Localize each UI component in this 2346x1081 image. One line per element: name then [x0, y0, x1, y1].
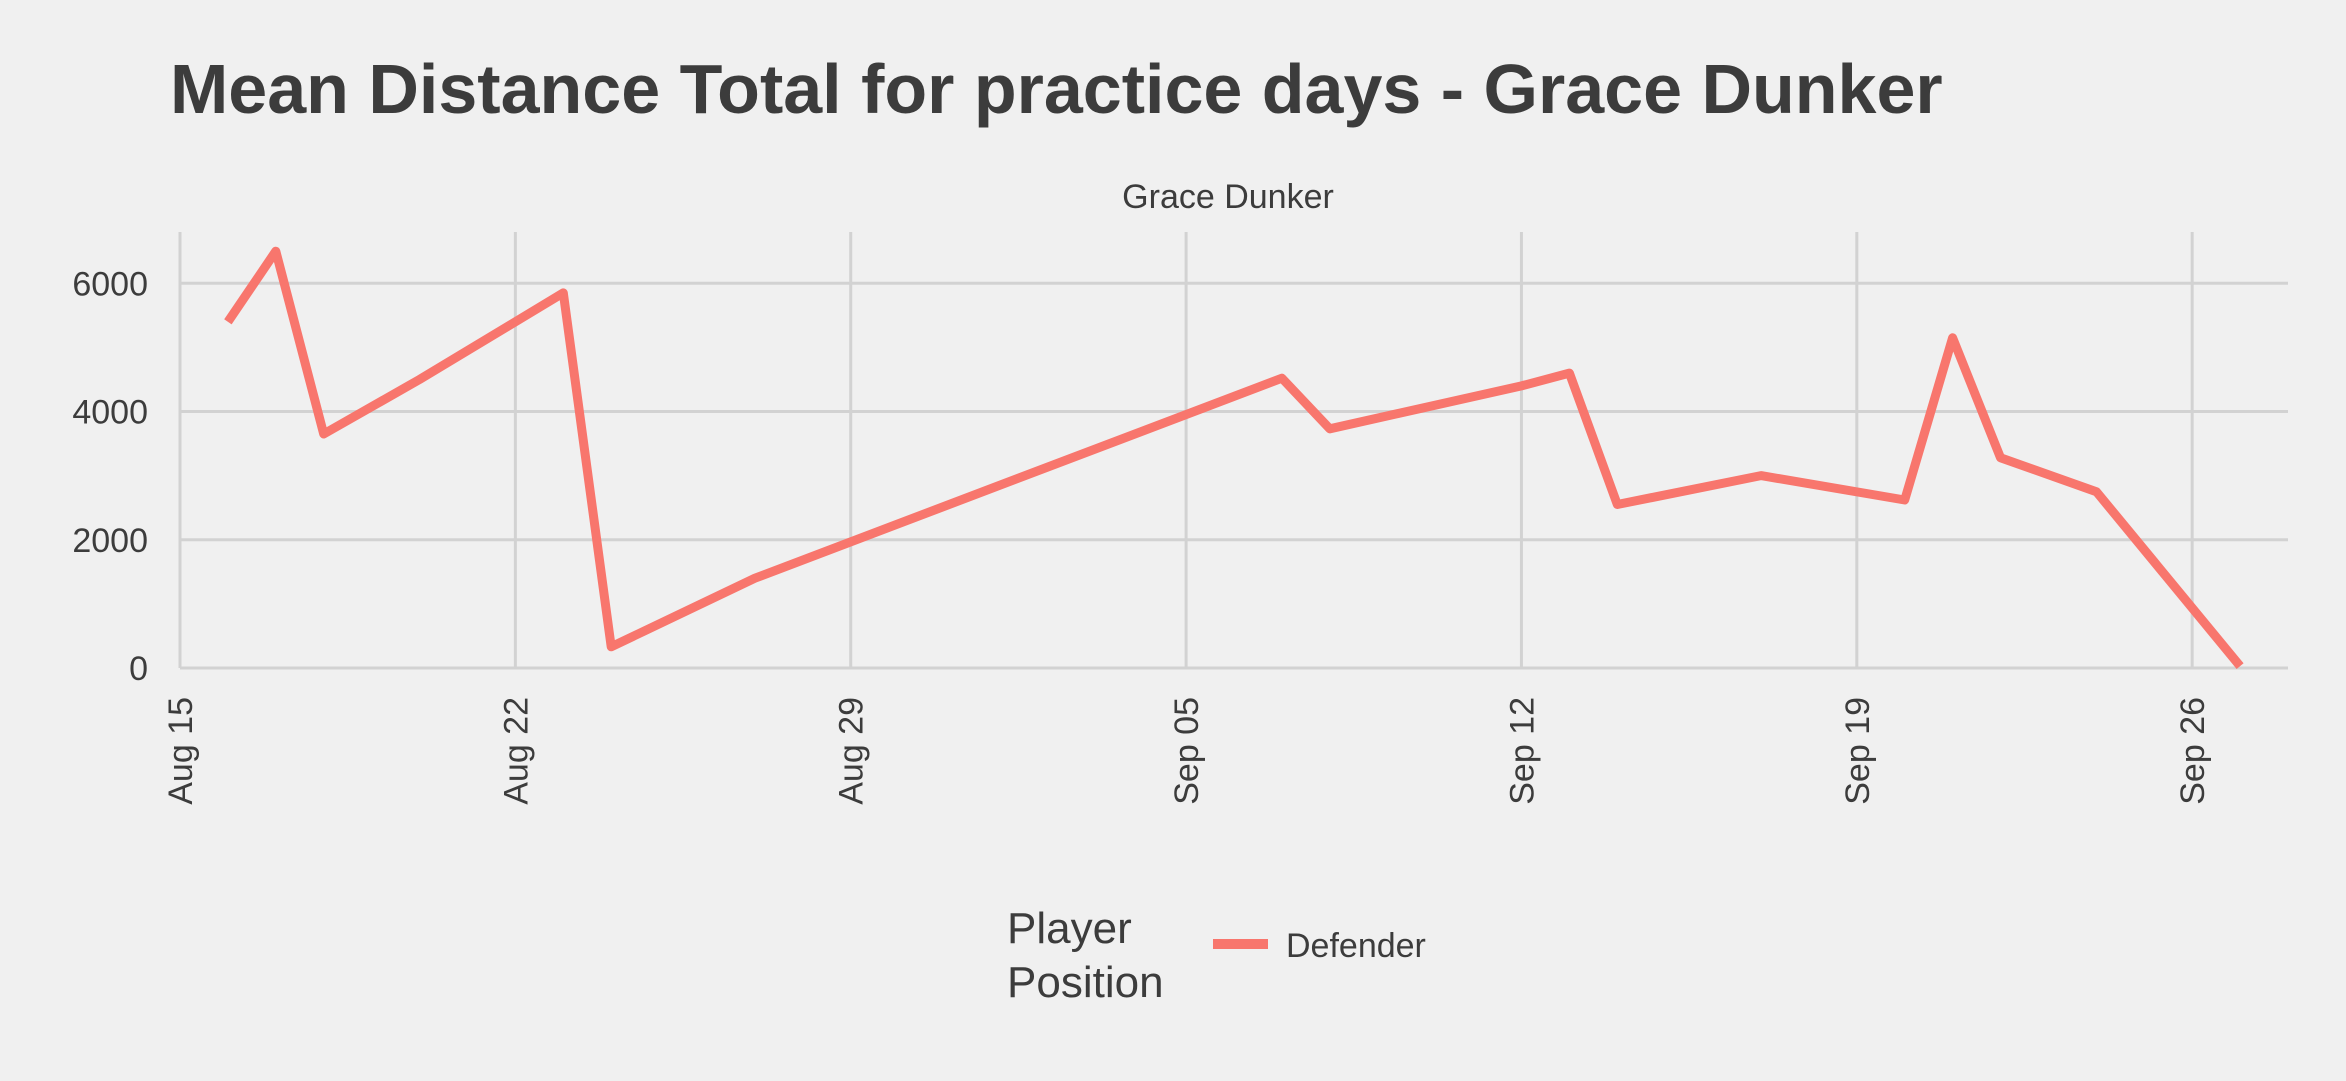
legend-title-line-2: Position [1007, 958, 1164, 1007]
x-tick-label: Aug 15 [162, 697, 200, 805]
facet-label: Grace Dunker [1122, 178, 1334, 216]
legend-title-line-1: Player [1007, 904, 1132, 953]
x-tick-label: Sep 12 [1503, 697, 1541, 805]
x-tick-label: Aug 29 [833, 697, 871, 805]
legend-label-defender: Defender [1286, 927, 1426, 965]
x-tick-label: Sep 05 [1168, 697, 1206, 805]
legend: Player Position Defender [1007, 904, 1426, 1007]
grid-lines [178, 232, 2288, 670]
x-tick-label: Sep 19 [1839, 697, 1877, 805]
y-tick-label: 0 [129, 650, 148, 688]
series-lines [224, 246, 2244, 669]
y-tick-label: 4000 [72, 394, 148, 432]
y-tick-label: 2000 [72, 522, 148, 560]
x-tick-label: Aug 22 [497, 697, 535, 805]
y-tick-label: 6000 [72, 265, 148, 303]
x-tick-label: Sep 26 [2174, 697, 2212, 805]
y-axis-ticks: 0 2000 4000 6000 [72, 265, 148, 688]
x-axis-ticks: Aug 15 Aug 22 Aug 29 Sep 05 Sep 12 Sep 19 Sep … [162, 697, 2212, 805]
chart-title: Mean Distance Total for practice days - … [170, 50, 1943, 128]
series-line-defender [224, 246, 2244, 669]
